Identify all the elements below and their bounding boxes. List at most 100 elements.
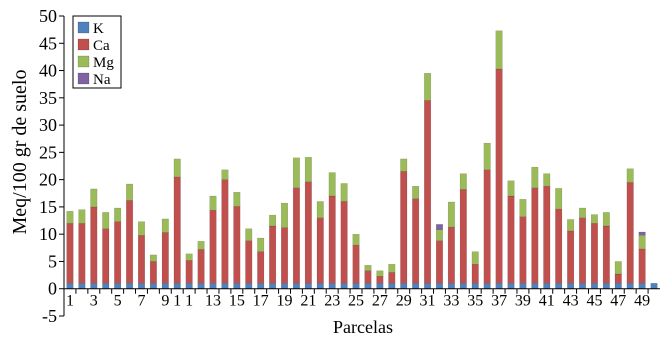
bar-ca-19 — [281, 227, 288, 284]
bar-ca-4 — [102, 228, 110, 284]
x-tick-label: 1 — [173, 293, 181, 310]
bar-k-7 — [137, 283, 145, 289]
bar-mg-29 — [400, 158, 408, 172]
bar-k-5 — [114, 283, 122, 289]
bar-k-9 — [161, 283, 169, 289]
bar-k-30 — [412, 283, 420, 289]
bar-mg-7 — [137, 221, 145, 236]
y-tick-label: 40 — [39, 61, 57, 81]
bar-mg-6 — [126, 183, 134, 201]
bar-mg-8 — [149, 254, 157, 262]
bar-mg-5 — [114, 207, 122, 222]
bar-k-4 — [102, 283, 110, 289]
bar-k-45 — [590, 283, 598, 289]
bar-ca-6 — [126, 200, 134, 284]
bar-k-34 — [459, 283, 467, 289]
bar-k-25 — [352, 283, 360, 289]
bar-k-17 — [257, 283, 265, 289]
y-tick-label: 25 — [39, 142, 57, 162]
x-tick-label: 17 — [253, 293, 269, 310]
bar-mg-33 — [447, 201, 455, 228]
bar-mg-45 — [590, 214, 598, 224]
bar-mg-13 — [209, 195, 217, 211]
bar-k-8 — [149, 283, 157, 289]
bar-mg-43 — [567, 219, 575, 232]
bar-k-2 — [78, 283, 86, 289]
bar-ca-39 — [519, 216, 527, 284]
bar-k-20 — [292, 283, 300, 289]
bar-ca-23 — [328, 195, 336, 284]
bar-ca-29 — [400, 171, 408, 284]
bar-k-42 — [555, 283, 563, 289]
bar-ca-22 — [316, 217, 324, 284]
bar-mg-12 — [197, 241, 205, 250]
y-tick-label: 35 — [39, 88, 57, 108]
bar-mg-34 — [459, 173, 467, 190]
x-tick-label: 39 — [515, 293, 531, 310]
bar-ca-24 — [340, 201, 348, 284]
bar-ca-9 — [161, 232, 169, 284]
bar-mg-2 — [78, 209, 86, 224]
bar-ca-21 — [304, 181, 312, 284]
bar-ca-18 — [269, 225, 277, 284]
bar-mg-37 — [495, 30, 503, 70]
x-tick-label: 19 — [277, 293, 293, 310]
bars-layer — [66, 30, 658, 289]
y-axis-title: Meq/100 gr de suelo — [9, 70, 31, 235]
bar-mg-38 — [507, 180, 515, 197]
bar-ca-42 — [555, 208, 563, 284]
bar-k-16 — [245, 283, 253, 289]
bar-ca-38 — [507, 195, 515, 284]
bar-ca-46 — [602, 225, 610, 284]
bar-k-10 — [173, 283, 181, 289]
x-tick-label: 13 — [205, 293, 221, 310]
bar-k-22 — [316, 283, 324, 289]
bar-k-1 — [66, 283, 74, 289]
bar-ca-31 — [424, 100, 432, 284]
bar-ca-33 — [447, 226, 455, 284]
bar-ca-32 — [436, 240, 443, 284]
bar-ca-11 — [185, 260, 193, 284]
bar-ca-25 — [352, 244, 360, 284]
x-tick-label: 25 — [348, 293, 364, 310]
bar-ca-12 — [197, 249, 205, 284]
bar-ca-34 — [459, 189, 467, 284]
bar-ca-35 — [471, 263, 479, 284]
bar-ca-43 — [567, 230, 575, 284]
x-tick-label: 21 — [300, 293, 316, 310]
legend-label-k: K — [93, 21, 104, 37]
x-tick-label: 1 — [66, 293, 74, 310]
y-tick-label: 0 — [48, 279, 57, 299]
bar-ca-3 — [90, 206, 98, 284]
bar-ca-1 — [66, 223, 74, 284]
bar-k-43 — [567, 283, 575, 289]
bar-mg-27 — [376, 270, 384, 277]
bar-ca-14 — [221, 179, 229, 284]
bar-na-49 — [638, 231, 646, 236]
bar-ca-47 — [614, 273, 622, 284]
bar-ca-2 — [78, 223, 86, 284]
bar-k-46 — [602, 283, 610, 289]
bar-na-32 — [436, 224, 443, 231]
bar-k-18 — [269, 283, 277, 289]
x-tick-label: 29 — [396, 293, 412, 310]
y-tick-label: 45 — [39, 33, 57, 53]
bar-k-33 — [447, 283, 455, 289]
y-tick-label: 30 — [39, 115, 57, 135]
bar-mg-9 — [161, 218, 169, 233]
bar-ca-41 — [543, 185, 551, 284]
bar-k-27 — [376, 283, 384, 289]
bar-mg-17 — [257, 237, 265, 252]
y-tick-label: 10 — [39, 224, 57, 244]
x-tick-label: 35 — [467, 293, 483, 310]
bar-mg-28 — [388, 263, 396, 273]
bar-k-39 — [519, 283, 527, 289]
x-tick-label: 31 — [420, 293, 436, 310]
bar-mg-4 — [102, 212, 110, 229]
x-tick-label: 41 — [539, 293, 555, 310]
bar-ca-15 — [233, 206, 241, 284]
bar-mg-1 — [66, 211, 74, 224]
legend-swatch-ca — [77, 38, 90, 51]
